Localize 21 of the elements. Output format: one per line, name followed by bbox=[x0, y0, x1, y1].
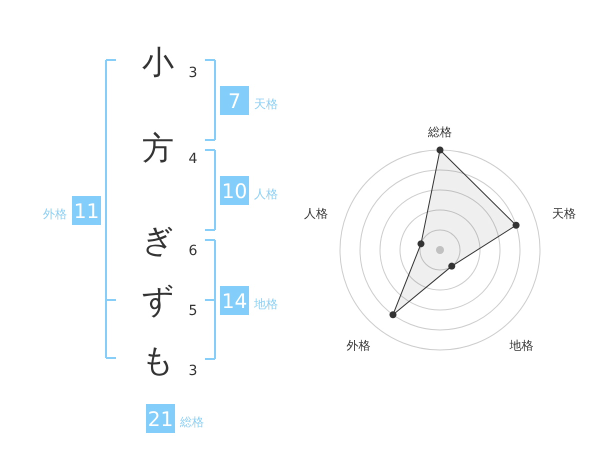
data-label: 6 bbox=[188, 243, 198, 259]
spoke-label: 総格 bbox=[427, 125, 452, 139]
spoke-label: 外格 bbox=[346, 338, 371, 352]
category-label: 小 bbox=[142, 43, 174, 81]
text: 地格 bbox=[253, 297, 278, 311]
category-label: ぎ bbox=[142, 221, 174, 259]
spoke-label: 天格 bbox=[552, 206, 576, 221]
category-label: 方 bbox=[142, 129, 174, 167]
data-label: 3 bbox=[188, 363, 198, 379]
text: 天格 bbox=[254, 97, 278, 111]
text: 外格 bbox=[43, 207, 67, 221]
spoke-label: 地格 bbox=[508, 338, 534, 352]
spoke-label: 人格 bbox=[304, 206, 328, 221]
text: 総格 bbox=[179, 415, 204, 429]
data-label: 5 bbox=[188, 303, 198, 319]
data-label: 4 bbox=[188, 151, 198, 167]
data-label: 3 bbox=[188, 65, 198, 81]
text: 人格 bbox=[254, 187, 278, 201]
category-label: ず bbox=[142, 281, 174, 319]
category-label: も bbox=[142, 341, 174, 379]
text: 7 bbox=[228, 89, 241, 113]
